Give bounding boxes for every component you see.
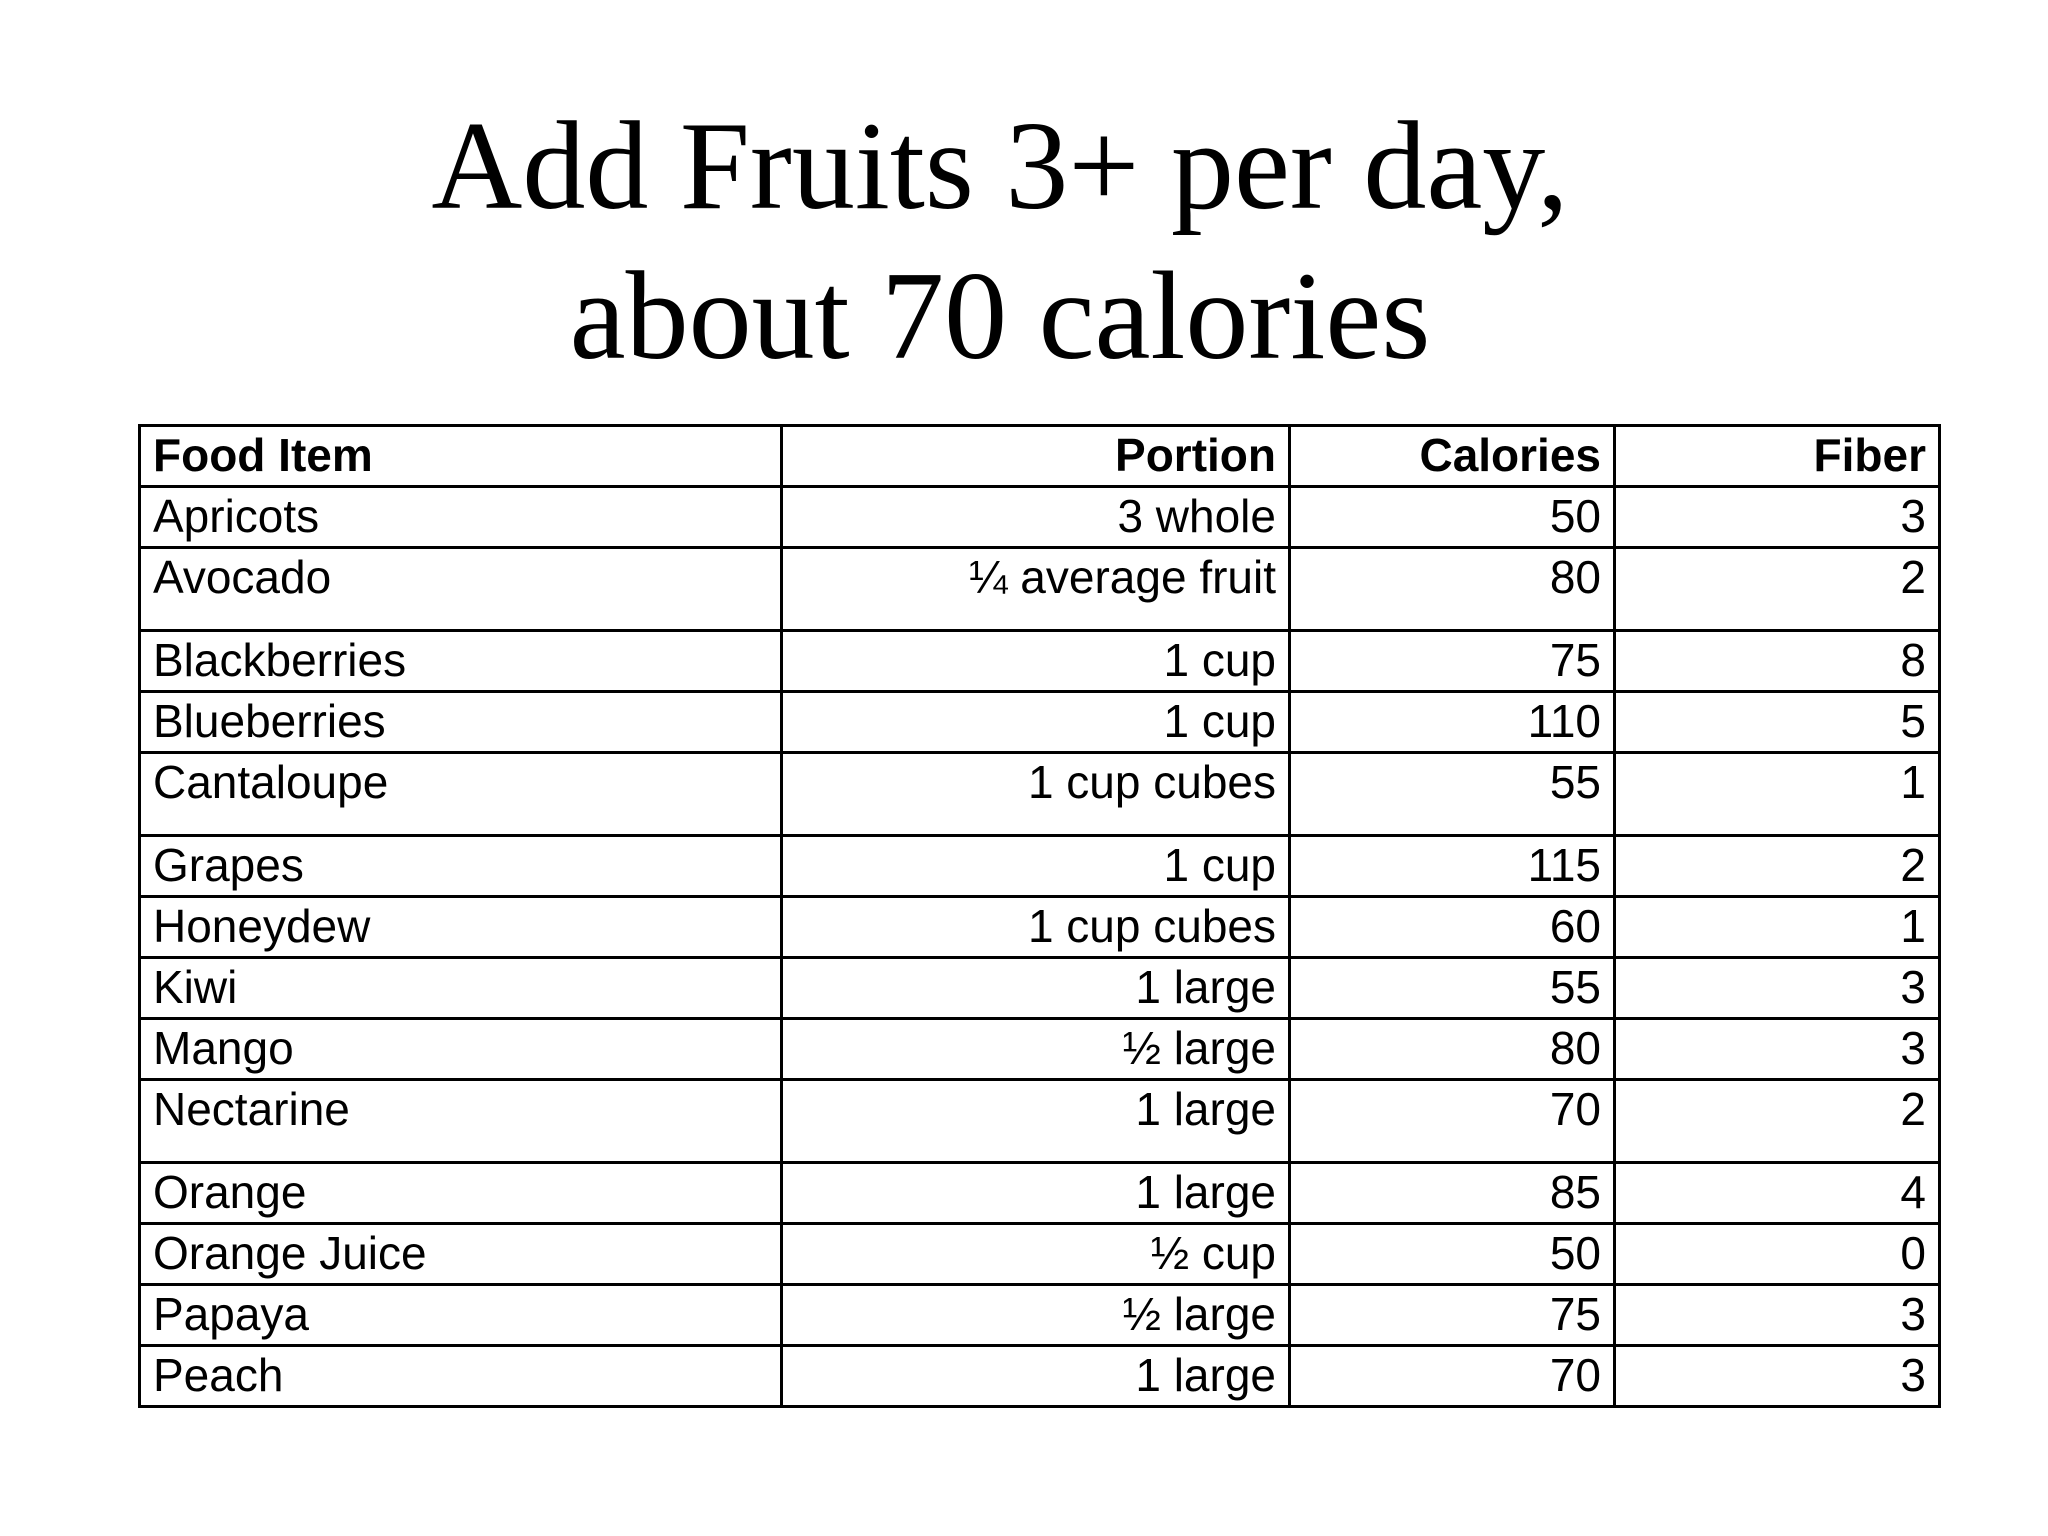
cell-portion: 1 large [780,1344,1291,1408]
table-row: Honeydew 1 cup cubes 60 1 [138,895,1941,959]
cell-calories: 80 [1288,546,1616,632]
table-row: Orange 1 large 85 4 [138,1161,1941,1225]
header-portion: Portion [780,424,1291,488]
table-row: Mango ½ large 80 3 [138,1017,1941,1081]
cell-food-item: Apricots [138,485,783,549]
cell-food-item: Kiwi [138,956,783,1020]
cell-food-item: Orange Juice [138,1222,783,1286]
cell-portion: ½ large [780,1283,1291,1347]
cell-calories: 110 [1288,690,1616,754]
cell-fiber: 3 [1613,956,1941,1020]
cell-portion: 1 cup [780,629,1291,693]
table-row: Blackberries 1 cup 75 8 [138,629,1941,693]
slide-title: Add Fruits 3+ per day, about 70 calories [0,92,2000,392]
table-row: Peach 1 large 70 3 [138,1344,1941,1408]
cell-calories: 80 [1288,1017,1616,1081]
cell-calories: 60 [1288,895,1616,959]
header-fiber: Fiber [1613,424,1941,488]
cell-food-item: Blackberries [138,629,783,693]
cell-calories: 50 [1288,1222,1616,1286]
cell-portion: 1 large [780,1078,1291,1164]
cell-portion: ½ large [780,1017,1291,1081]
cell-fiber: 3 [1613,1283,1941,1347]
cell-calories: 50 [1288,485,1616,549]
cell-fiber: 8 [1613,629,1941,693]
table-row: Orange Juice ½ cup 50 0 [138,1222,1941,1286]
cell-fiber: 1 [1613,895,1941,959]
cell-fiber: 1 [1613,751,1941,837]
cell-fiber: 2 [1613,1078,1941,1164]
cell-food-item: Orange [138,1161,783,1225]
cell-portion: ½ cup [780,1222,1291,1286]
table-row: Apricots 3 whole 50 3 [138,485,1941,549]
cell-fiber: 0 [1613,1222,1941,1286]
cell-calories: 75 [1288,629,1616,693]
table-header-row: Food Item Portion Calories Fiber [138,424,1941,488]
cell-food-item: Blueberries [138,690,783,754]
cell-portion: ¼ average fruit [780,546,1291,632]
cell-portion: 1 cup cubes [780,751,1291,837]
cell-fiber: 2 [1613,546,1941,632]
cell-food-item: Peach [138,1344,783,1408]
cell-calories: 70 [1288,1344,1616,1408]
cell-fiber: 3 [1613,485,1941,549]
header-calories: Calories [1288,424,1616,488]
table-row: Avocado ¼ average fruit 80 2 [138,546,1941,632]
cell-calories: 75 [1288,1283,1616,1347]
cell-portion: 1 cup [780,834,1291,898]
table-row: Kiwi 1 large 55 3 [138,956,1941,1020]
cell-fiber: 4 [1613,1161,1941,1225]
cell-food-item: Avocado [138,546,783,632]
cell-portion: 1 cup cubes [780,895,1291,959]
table-row: Cantaloupe 1 cup cubes 55 1 [138,751,1941,837]
cell-portion: 1 cup [780,690,1291,754]
table-row: Grapes 1 cup 115 2 [138,834,1941,898]
cell-fiber: 5 [1613,690,1941,754]
title-line-1: Add Fruits 3+ per day, [431,97,1569,236]
header-food-item: Food Item [138,424,783,488]
cell-fiber: 2 [1613,834,1941,898]
cell-portion: 3 whole [780,485,1291,549]
cell-food-item: Grapes [138,834,783,898]
table-row: Nectarine 1 large 70 2 [138,1078,1941,1164]
cell-calories: 55 [1288,956,1616,1020]
cell-fiber: 3 [1613,1344,1941,1408]
cell-portion: 1 large [780,956,1291,1020]
cell-calories: 70 [1288,1078,1616,1164]
cell-calories: 55 [1288,751,1616,837]
title-line-2: about 70 calories [569,247,1431,386]
cell-food-item: Mango [138,1017,783,1081]
cell-food-item: Nectarine [138,1078,783,1164]
cell-food-item: Papaya [138,1283,783,1347]
cell-calories: 115 [1288,834,1616,898]
cell-calories: 85 [1288,1161,1616,1225]
cell-fiber: 3 [1613,1017,1941,1081]
cell-food-item: Cantaloupe [138,751,783,837]
cell-portion: 1 large [780,1161,1291,1225]
fruit-nutrition-table: Food Item Portion Calories Fiber Apricot… [138,424,1941,1408]
table-row: Blueberries 1 cup 110 5 [138,690,1941,754]
table-row: Papaya ½ large 75 3 [138,1283,1941,1347]
cell-food-item: Honeydew [138,895,783,959]
